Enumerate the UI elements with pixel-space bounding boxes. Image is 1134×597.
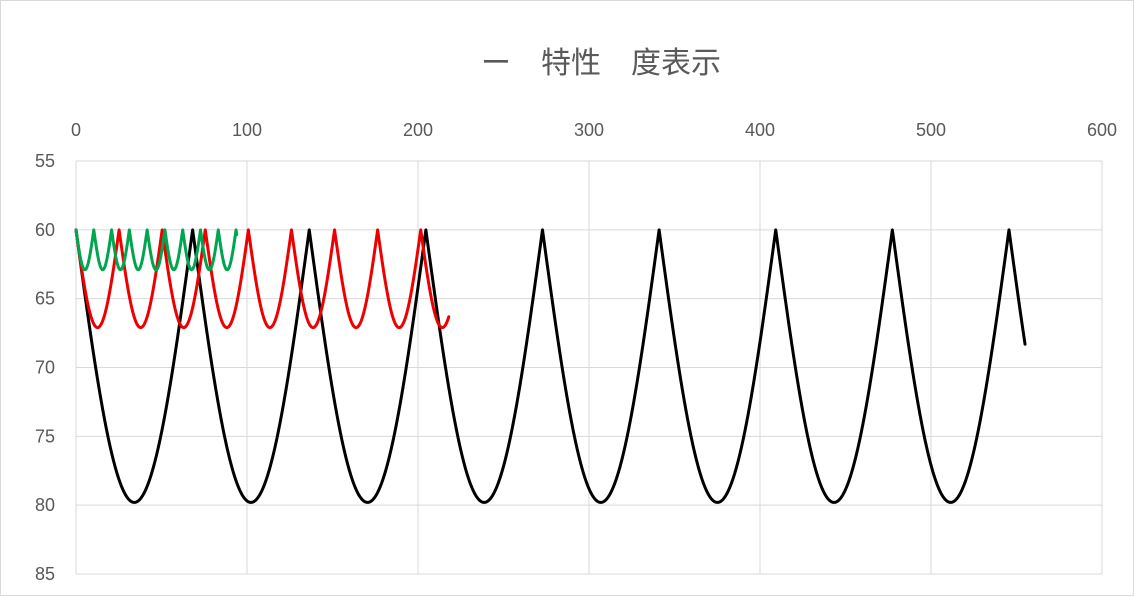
y-tick-label: 60 [35,220,55,240]
y-tick-label: 80 [35,495,55,515]
y-tick-label: 65 [35,289,55,309]
y-tick-label: 75 [35,426,55,446]
x-tick-label: 100 [232,120,262,140]
series-line-2 [74,228,451,330]
series-group [74,228,1027,504]
x-tick-labels: 0 100 200 300 400 500 600 [71,120,1117,140]
x-tick-label: 0 [71,120,81,140]
y-tick-labels: 55 60 65 70 75 80 85 [35,151,55,584]
x-tick-label: 600 [1087,120,1117,140]
series-line-3 [74,228,239,272]
x-tick-label: 400 [745,120,775,140]
y-tick-label: 55 [35,151,55,171]
x-tick-label: 300 [574,120,604,140]
x-tick-label: 500 [916,120,946,140]
y-tick-label: 70 [35,358,55,378]
chart-title: ー 特性 度表示 [481,46,721,81]
y-tick-label: 85 [35,564,55,584]
x-tick-label: 200 [403,120,433,140]
series-line-1 [74,228,1027,504]
grid-group [75,160,1103,575]
